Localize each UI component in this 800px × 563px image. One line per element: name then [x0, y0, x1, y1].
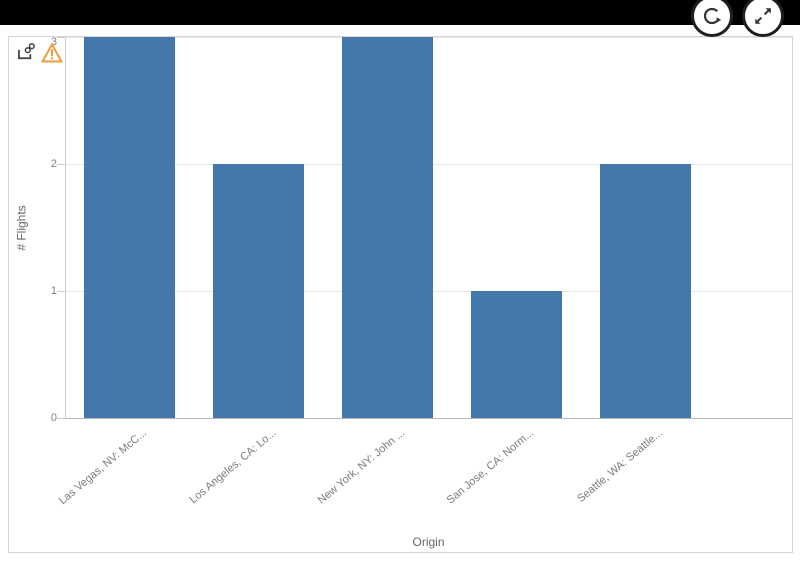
top-bar — [0, 0, 800, 25]
bar[interactable] — [84, 37, 175, 418]
y-axis-line — [65, 37, 66, 418]
x-axis-line — [65, 418, 792, 419]
panel-status-icons — [15, 42, 68, 69]
x-tick-label[interactable]: New York, NY: John ... — [315, 427, 408, 507]
linked-object-icon — [15, 42, 36, 68]
x-tick-label[interactable]: Las Vegas, NV: McC... — [57, 427, 150, 508]
chart-panel: # Flights Origin 0 1 2 3 Las Vegas, NV: McC.… — [8, 36, 793, 553]
bar[interactable] — [342, 37, 433, 418]
x-tick-label[interactable]: Los Angeles, CA: Lo... — [187, 427, 279, 507]
y-tick-mark — [57, 418, 65, 419]
y-tick-label: 3 — [50, 36, 57, 48]
bar[interactable] — [600, 164, 691, 418]
expand-button[interactable] — [742, 0, 784, 37]
y-tick-label: 1 — [50, 285, 57, 297]
x-axis-title: Origin — [412, 535, 445, 549]
bar[interactable] — [471, 291, 562, 418]
bar-chart: # Flights Origin 0 1 2 3 Las Vegas, NV: McC.… — [9, 37, 792, 552]
warning-icon[interactable] — [40, 42, 64, 69]
y-tick-mark — [57, 164, 65, 165]
refresh-button[interactable] — [691, 0, 733, 37]
circular-arrow-icon — [700, 4, 724, 28]
y-tick-label: 2 — [50, 158, 57, 170]
y-axis-title: # Flights — [15, 204, 30, 251]
y-axis-title-wrap: # Flights — [9, 37, 35, 418]
y-tick-label: 0 — [50, 412, 57, 424]
y-tick-mark — [57, 291, 65, 292]
expand-arrows-icon — [751, 4, 775, 28]
bar[interactable] — [213, 164, 304, 418]
y-tick-mark — [57, 37, 65, 38]
x-tick-label[interactable]: Seattle, WA: Seattle... — [575, 427, 666, 506]
x-tick-label[interactable]: San Jose, CA: Norm... — [444, 427, 537, 507]
